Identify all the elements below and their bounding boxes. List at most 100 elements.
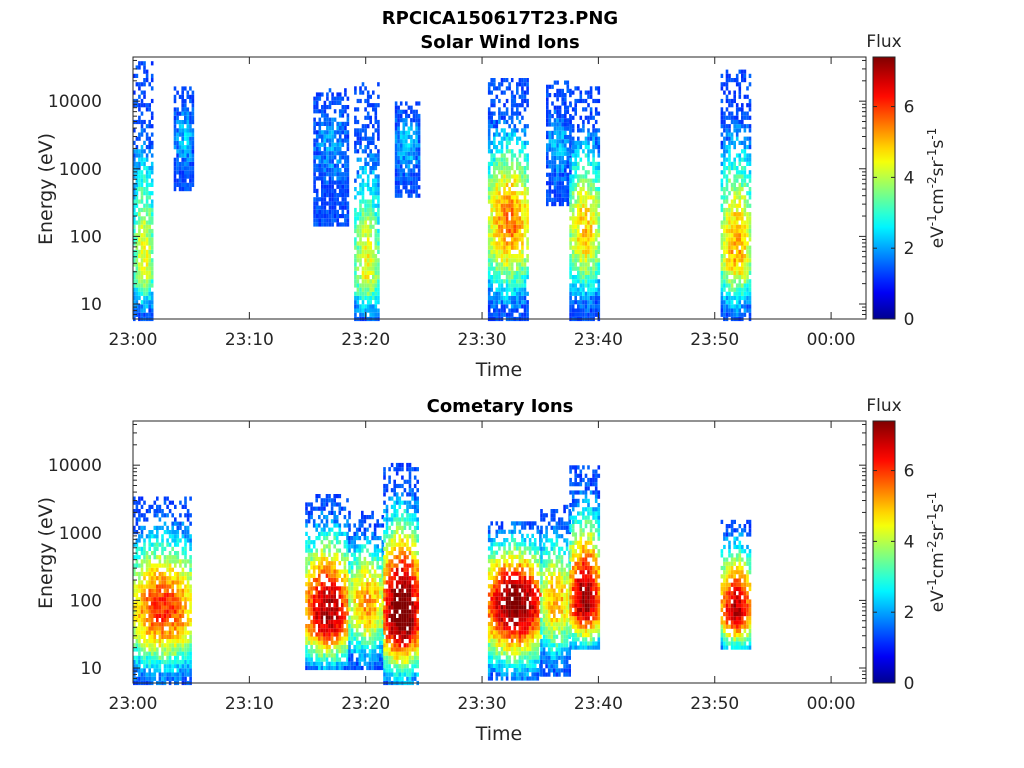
heatmap-cell <box>523 170 527 175</box>
heatmap-cell <box>377 270 380 275</box>
heatmap-cell <box>374 312 378 317</box>
heatmap-cell <box>189 521 192 526</box>
heatmap-cell <box>353 573 356 578</box>
heatmap-cell <box>181 605 185 610</box>
heatmap-cell <box>163 618 167 623</box>
heatmap-cell <box>410 181 413 186</box>
heatmap-cell <box>138 115 141 120</box>
heatmap-cell <box>143 634 146 639</box>
heatmap-cell <box>133 195 136 200</box>
heatmap-cell <box>505 170 509 175</box>
heatmap-cell <box>505 207 509 213</box>
heatmap-cell <box>145 659 149 665</box>
heatmap-cell <box>163 559 167 564</box>
heatmap-cell <box>341 603 344 608</box>
heatmap-cell <box>336 138 339 143</box>
heatmap-cell <box>138 157 141 162</box>
heatmap-cell <box>723 195 726 200</box>
heatmap-cell <box>377 237 380 242</box>
heatmap-cell <box>323 218 327 223</box>
heatmap-cell <box>350 552 354 557</box>
heatmap-cell <box>508 166 511 171</box>
heatmap-cell <box>735 78 739 83</box>
heatmap-cell <box>366 237 370 242</box>
heatmap-cell <box>412 151 416 156</box>
heatmap-cell <box>191 107 195 112</box>
heatmap-cell <box>374 304 378 309</box>
heatmap-cell <box>318 506 321 511</box>
heatmap-cell <box>503 258 506 263</box>
heatmap-cell <box>579 295 583 301</box>
heatmap-cell <box>372 279 375 284</box>
heatmap-cell <box>313 172 316 177</box>
heatmap-cell <box>589 216 593 221</box>
heatmap-cell <box>140 224 144 229</box>
heatmap-cell <box>374 241 378 246</box>
heatmap-cell <box>498 312 501 317</box>
heatmap-cell <box>493 233 496 238</box>
heatmap-cell <box>738 170 742 175</box>
heatmap-cell <box>495 304 499 309</box>
heatmap-cell <box>493 161 496 166</box>
heatmap-cell <box>498 98 501 104</box>
heatmap-cell <box>140 98 144 104</box>
heatmap-cell <box>377 132 380 137</box>
heatmap-cell <box>364 287 367 292</box>
heatmap-cell <box>548 135 552 140</box>
heatmap-cell <box>372 283 375 288</box>
heatmap-cell <box>516 224 519 229</box>
heatmap-cell <box>323 531 326 536</box>
heatmap-cell <box>315 494 318 499</box>
heatmap-cell <box>189 618 192 623</box>
heatmap-cell <box>163 597 167 602</box>
heatmap-cell <box>495 233 499 238</box>
heatmap-cell <box>589 212 593 217</box>
heatmap-cell <box>725 124 729 129</box>
heatmap-cell <box>161 655 164 660</box>
heatmap-cell <box>356 304 360 309</box>
heatmap-cell <box>148 270 151 275</box>
heatmap-cell <box>176 157 179 162</box>
heatmap-cell <box>505 304 509 309</box>
heatmap-cell <box>148 643 151 648</box>
heatmap-cell <box>140 291 144 296</box>
x-tick-label: 23:10 <box>225 330 274 350</box>
heatmap-cell <box>521 262 524 267</box>
heatmap-cell <box>331 142 334 147</box>
heatmap-cell <box>143 312 146 317</box>
heatmap-cell <box>186 630 190 635</box>
heatmap-cell <box>741 69 744 74</box>
heatmap-cell <box>189 157 192 162</box>
heatmap-cell <box>521 170 524 175</box>
heatmap-cell <box>328 544 331 549</box>
heatmap-cell <box>372 262 375 267</box>
heatmap-cell <box>181 664 185 669</box>
heatmap-cell <box>353 615 356 620</box>
heatmap-cell <box>145 655 149 660</box>
heatmap-cell <box>500 82 504 87</box>
heatmap-cell <box>335 577 339 583</box>
heatmap-cell <box>313 197 316 202</box>
heatmap-cell <box>364 245 367 250</box>
heatmap-cell <box>574 111 577 116</box>
heatmap-cell <box>148 258 151 263</box>
heatmap-cell <box>571 107 575 112</box>
heatmap-cell <box>415 143 418 148</box>
heatmap-cell <box>415 160 418 165</box>
heatmap-cell <box>521 115 524 120</box>
heatmap-cell <box>145 639 149 644</box>
heatmap-cell <box>161 546 164 551</box>
heatmap-cell <box>495 199 499 204</box>
heatmap-cell <box>415 189 418 194</box>
heatmap-cell <box>133 258 136 263</box>
heatmap-cell <box>505 241 509 246</box>
heatmap-cell <box>558 155 562 161</box>
heatmap-cell <box>356 119 360 125</box>
heatmap-cell <box>174 542 177 547</box>
heatmap-cell <box>521 300 524 305</box>
heatmap-cell <box>156 584 159 589</box>
heatmap-cell <box>135 626 139 631</box>
heatmap-cell <box>556 164 559 169</box>
heatmap-cell <box>582 241 585 246</box>
heatmap-cell <box>521 82 524 87</box>
